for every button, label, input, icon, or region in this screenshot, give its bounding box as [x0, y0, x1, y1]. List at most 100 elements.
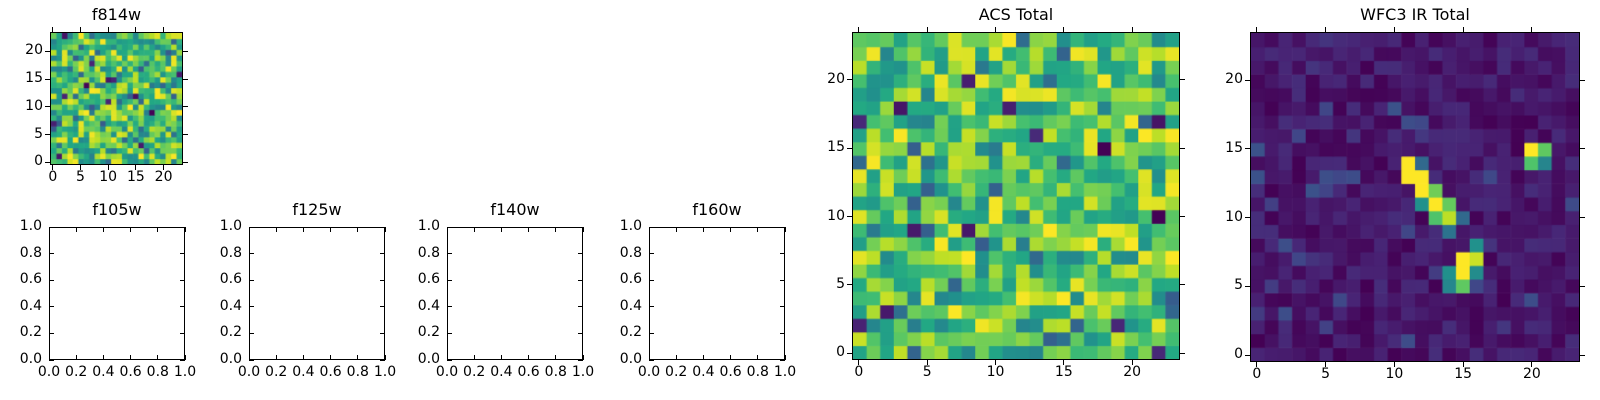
y-tick-mark — [249, 279, 254, 281]
y-tick-mark — [649, 279, 654, 281]
y-tick-label: 0.8 — [619, 244, 642, 261]
y-tick-label: 0.0 — [619, 351, 642, 367]
y-tick-label: 1.0 — [417, 218, 440, 234]
x-tick-label: 0.4 — [292, 364, 315, 380]
plot-frame — [649, 227, 785, 360]
plot-frame — [1250, 32, 1580, 362]
x-tick-mark — [107, 165, 109, 170]
x-tick-mark — [1256, 27, 1258, 32]
y-tick-label: 1.0 — [219, 218, 242, 234]
x-tick-mark — [500, 355, 502, 360]
x-tick-mark — [555, 355, 557, 360]
y-tick-mark — [45, 50, 50, 52]
x-tick-label: 0.6 — [719, 364, 742, 380]
y-tick-mark — [1245, 285, 1250, 287]
x-tick-label: 0.0 — [237, 364, 261, 380]
y-tick-mark — [45, 134, 50, 136]
plot-frame — [249, 227, 385, 360]
x-tick-label: 5 — [922, 364, 932, 380]
x-tick-label: 1.0 — [571, 364, 595, 380]
y-tick-label: 10 — [827, 207, 845, 224]
y-tick-mark — [183, 78, 188, 80]
x-tick-mark — [75, 355, 77, 360]
x-tick-label: 0.6 — [319, 364, 342, 380]
x-tick-mark — [384, 355, 386, 360]
x-tick-mark — [102, 355, 104, 360]
x-tick-label: 0.4 — [692, 364, 715, 380]
x-tick-mark — [135, 165, 137, 170]
y-tick-mark — [45, 106, 50, 108]
y-tick-mark — [380, 306, 385, 308]
x-tick-mark — [555, 227, 557, 232]
x-tick-mark — [52, 165, 54, 170]
x-tick-label: 0.0 — [637, 364, 661, 380]
x-tick-mark — [52, 27, 54, 32]
y-tick-mark — [1180, 284, 1185, 286]
y-tick-mark — [447, 306, 452, 308]
x-tick-mark — [102, 227, 104, 232]
x-tick-mark — [302, 355, 304, 360]
y-tick-mark — [180, 253, 185, 255]
y-tick-mark — [578, 279, 583, 281]
x-tick-label: 20 — [1522, 366, 1541, 382]
y-tick-mark — [780, 359, 785, 361]
plot-title-f105w: f105w — [92, 200, 142, 219]
x-tick-mark — [1063, 360, 1065, 365]
y-tick-mark — [847, 79, 852, 81]
subplot-f814w: f814w 0 5 10 15 20 0 5 10 15 20 — [25, 5, 188, 185]
y-tick-label: 0.2 — [219, 324, 242, 341]
x-tick-mark — [75, 227, 77, 232]
x-tick-label: 1.0 — [173, 364, 197, 380]
y-tick-label: 0.6 — [219, 271, 242, 288]
x-tick-label: 0.8 — [146, 364, 169, 380]
y-tick-label: 0.4 — [417, 297, 440, 314]
x-tick-label: 0.8 — [746, 364, 769, 380]
plot-title-wfc3-ir-total: WFC3 IR Total — [1360, 5, 1470, 24]
x-tick-label: 20 — [154, 169, 173, 185]
x-tick-mark — [730, 355, 732, 360]
x-tick-mark — [995, 360, 996, 365]
y-tick-mark — [1180, 352, 1185, 354]
x-tick-mark — [184, 355, 186, 360]
x-tick-label: 0.4 — [92, 364, 115, 380]
y-tick-label: 15 — [1225, 139, 1243, 156]
x-tick-label: 0.2 — [265, 364, 288, 380]
y-tick-label: 0.8 — [19, 244, 42, 261]
y-tick-mark — [780, 306, 785, 308]
plot-title-f140w: f140w — [490, 200, 540, 219]
y-tick-mark — [780, 279, 785, 281]
y-tick-mark — [649, 226, 654, 228]
x-tick-mark — [330, 227, 332, 232]
x-tick-label: 15 — [1054, 364, 1073, 380]
x-tick-mark — [500, 227, 502, 232]
x-tick-mark — [1063, 27, 1065, 32]
x-tick-mark — [79, 27, 81, 32]
x-tick-mark — [157, 355, 159, 360]
x-tick-label: 10 — [986, 364, 1005, 380]
x-tick-mark — [528, 227, 530, 232]
y-tick-mark — [180, 359, 185, 361]
subplot-wfc3-ir-total: WFC3 IR Total 0 5 10 15 20 0 5 10 15 20 — [1225, 5, 1585, 382]
y-tick-mark — [380, 253, 385, 255]
y-tick-label: 5 — [1234, 277, 1243, 294]
x-tick-mark — [858, 360, 860, 365]
y-tick-mark — [847, 216, 852, 217]
y-tick-mark — [578, 253, 583, 255]
y-tick-mark — [180, 279, 185, 281]
x-tick-mark — [675, 227, 677, 232]
y-tick-label: 0.0 — [219, 351, 242, 367]
x-tick-mark — [446, 227, 448, 232]
y-tick-mark — [380, 226, 385, 228]
y-tick-label: 20 — [827, 70, 845, 87]
subplot-f140w: f140w 0.0 0.2 0.4 0.6 0.8 1.0 0.0 0.2 0.4 0.6 0.8 1… — [418, 200, 594, 380]
x-tick-mark — [1462, 362, 1464, 367]
x-tick-mark — [1393, 362, 1395, 367]
plot-frame — [447, 227, 583, 360]
x-tick-mark — [163, 27, 165, 32]
y-tick-mark — [1180, 147, 1185, 149]
y-tick-mark — [49, 226, 54, 228]
y-tick-label: 0.0 — [19, 351, 42, 367]
y-tick-mark — [578, 226, 583, 228]
x-tick-mark — [784, 355, 786, 360]
y-tick-mark — [847, 284, 852, 286]
